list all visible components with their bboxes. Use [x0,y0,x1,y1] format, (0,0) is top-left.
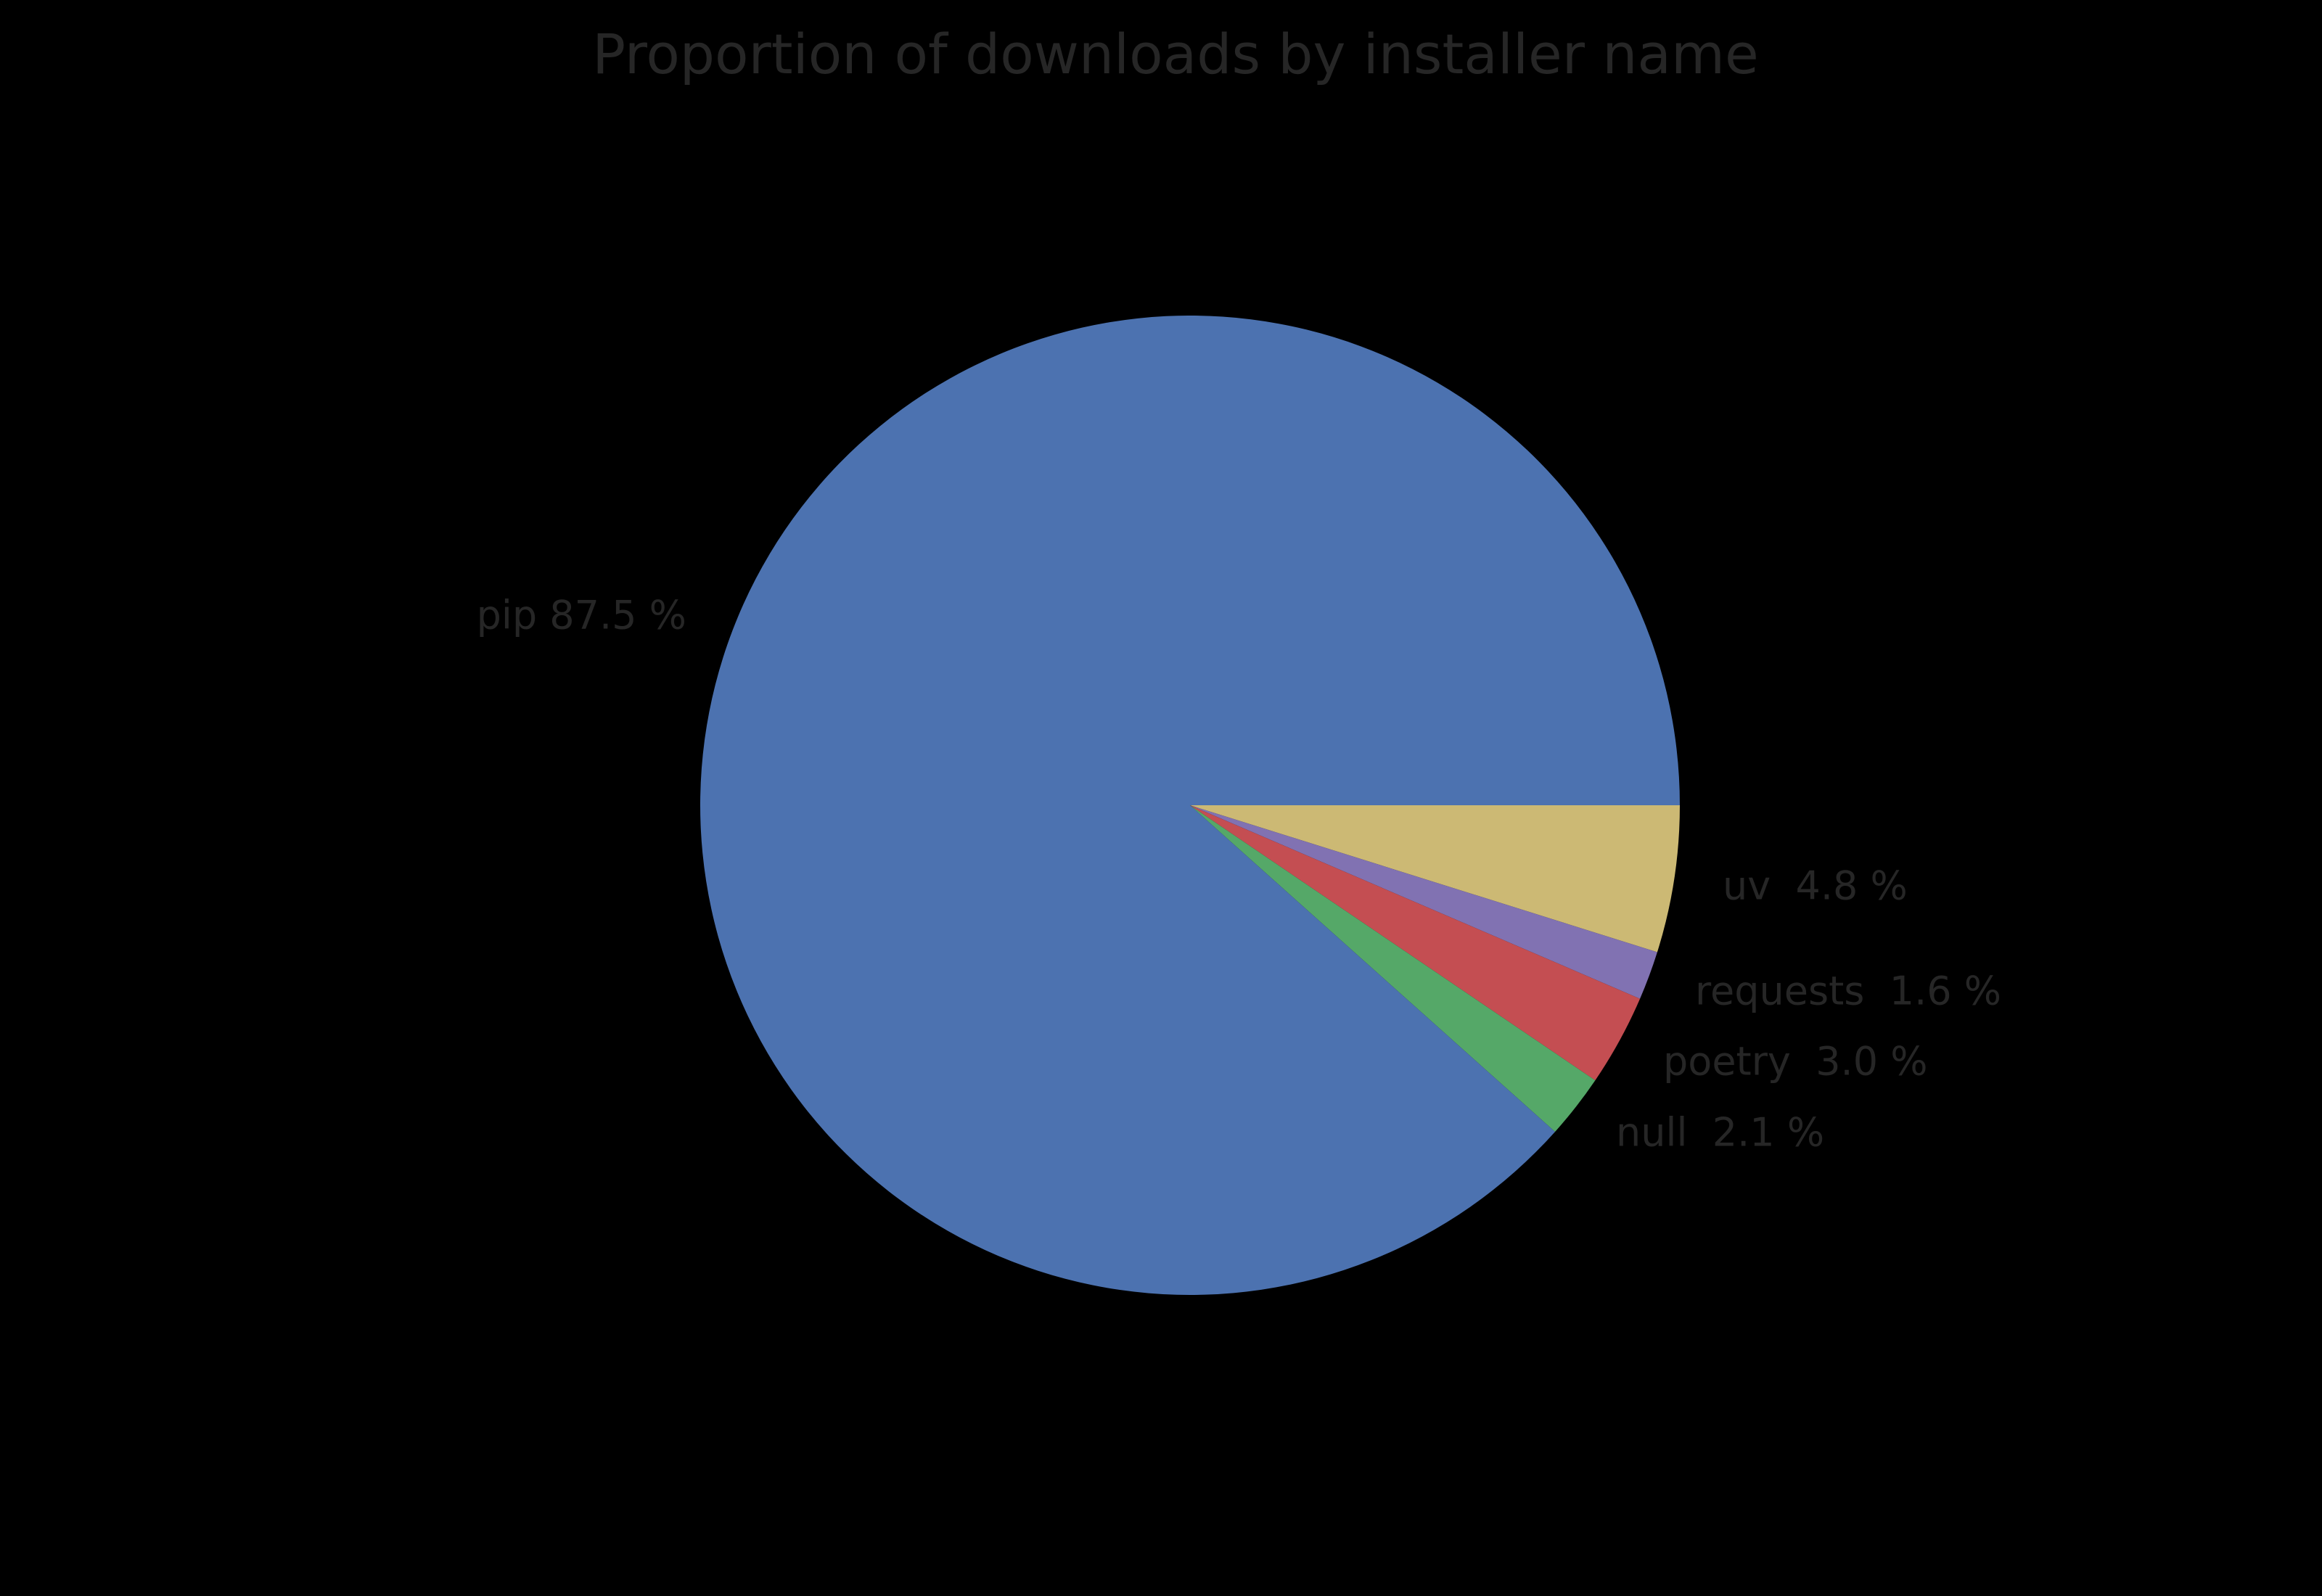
pie-slice-pip [700,316,1680,1295]
pie-slice-null [1190,805,1596,1132]
pie-slice-poetry [1190,805,1641,1081]
pie-label-requests: requests 1.6 % [1695,968,2002,1014]
pie-label-poetry: poetry 3.0 % [1663,1038,1928,1085]
pie-label-pip: pip 87.5 % [476,592,686,638]
pie-slice-uv [1190,805,1680,953]
pie-svg [700,316,1680,1295]
chart-title: Proportion of downloads by installer nam… [592,22,1759,86]
pie-label-uv: uv 4.8 % [1723,863,1908,909]
pie-label-null: null 2.1 % [1616,1109,1825,1156]
pie-slice-requests [1190,805,1657,999]
pie-chart [700,316,1680,1295]
